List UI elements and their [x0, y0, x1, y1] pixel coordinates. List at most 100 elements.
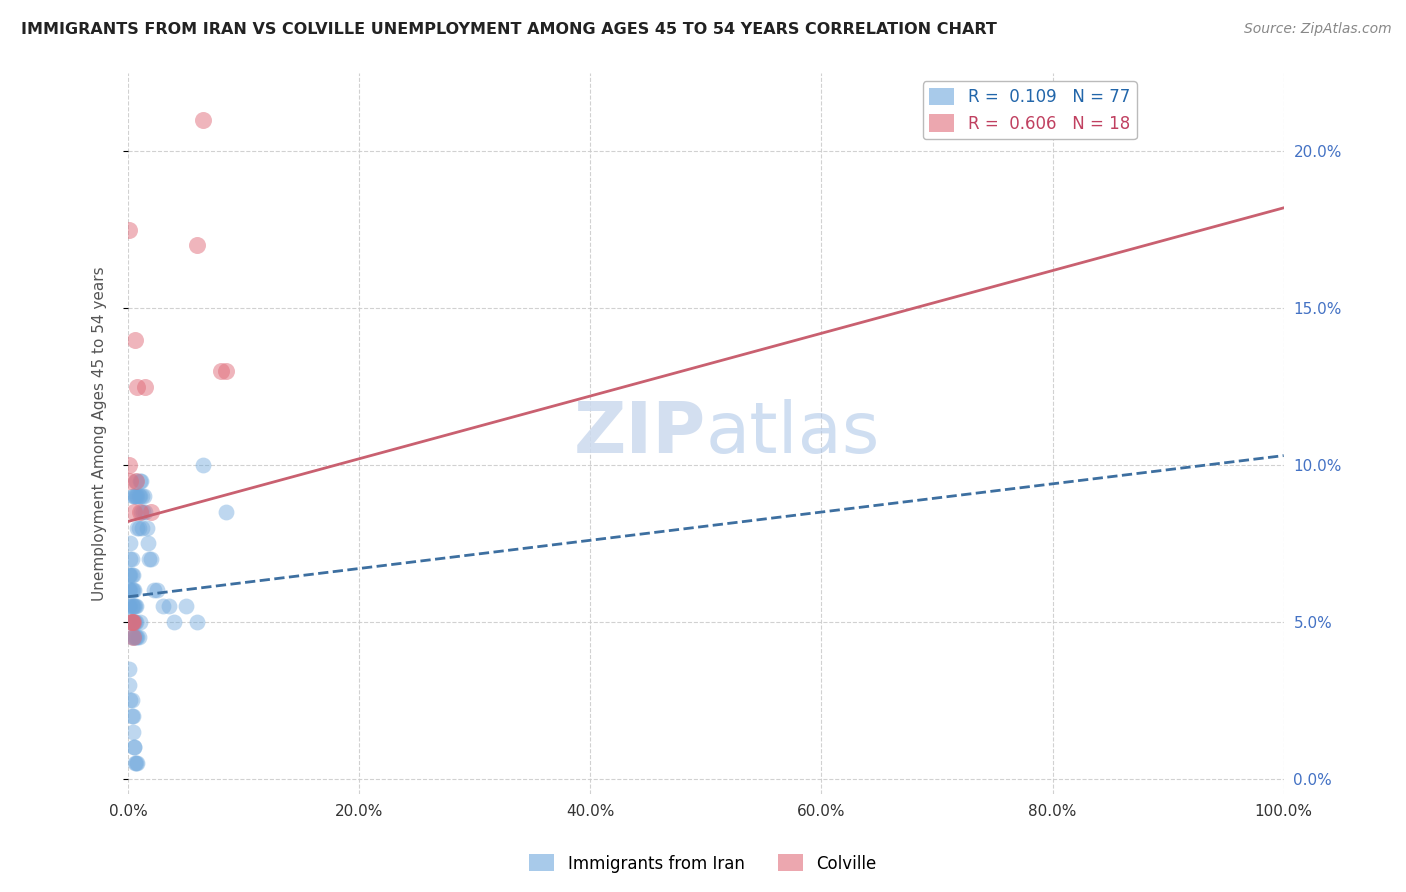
Point: [122, 505, 145, 519]
Point: [128, 474, 150, 488]
Point: [136, 536, 159, 550]
Point: [146, 583, 169, 598]
Point: [127, 756, 149, 770]
Point: [118, 662, 141, 676]
Point: [120, 552, 142, 566]
Point: [141, 505, 163, 519]
Point: [152, 599, 174, 614]
Point: [128, 505, 150, 519]
Point: [124, 631, 146, 645]
Point: [122, 489, 145, 503]
Point: [127, 631, 149, 645]
Point: [134, 489, 156, 503]
Point: [122, 631, 145, 645]
Point: [135, 521, 157, 535]
Point: [121, 599, 143, 614]
Point: [132, 505, 155, 519]
Point: [121, 615, 143, 629]
Point: [121, 567, 143, 582]
Legend: R =  0.109   N = 77, R =  0.606   N = 18: R = 0.109 N = 77, R = 0.606 N = 18: [922, 81, 1136, 139]
Point: [120, 536, 142, 550]
Point: [121, 567, 143, 582]
Point: [125, 756, 148, 770]
Point: [193, 458, 215, 472]
Point: [120, 474, 142, 488]
Point: [215, 505, 238, 519]
Point: [120, 599, 142, 614]
Legend: Immigrants from Iran, Colville: Immigrants from Iran, Colville: [523, 847, 883, 880]
Text: IMMIGRANTS FROM IRAN VS COLVILLE UNEMPLOYMENT AMONG AGES 45 TO 54 YEARS CORRELAT: IMMIGRANTS FROM IRAN VS COLVILLE UNEMPLO…: [21, 22, 997, 37]
Point: [209, 364, 232, 378]
Point: [125, 489, 148, 503]
Point: [118, 583, 141, 598]
Point: [118, 615, 141, 629]
Point: [121, 693, 143, 707]
Point: [157, 599, 180, 614]
Point: [127, 489, 149, 503]
Text: atlas: atlas: [706, 399, 880, 468]
Point: [122, 615, 145, 629]
Point: [121, 724, 143, 739]
Point: [124, 333, 146, 347]
Point: [121, 615, 143, 629]
Point: [128, 631, 150, 645]
Point: [131, 521, 153, 535]
Point: [129, 505, 152, 519]
Point: [215, 364, 238, 378]
Point: [120, 583, 142, 598]
Point: [131, 489, 153, 503]
Point: [127, 379, 149, 393]
Point: [124, 615, 146, 629]
Point: [121, 615, 143, 629]
Point: [174, 599, 197, 614]
Point: [118, 677, 141, 691]
Point: [125, 599, 148, 614]
Point: [121, 631, 143, 645]
Point: [186, 615, 208, 629]
Point: [121, 615, 143, 629]
Point: [124, 599, 146, 614]
Point: [121, 599, 143, 614]
Point: [127, 521, 149, 535]
Point: [120, 693, 142, 707]
Point: [186, 238, 208, 252]
Text: ZIP: ZIP: [574, 399, 706, 468]
Point: [118, 223, 141, 237]
Y-axis label: Unemployment Among Ages 45 to 54 years: Unemployment Among Ages 45 to 54 years: [93, 267, 107, 601]
Point: [125, 631, 148, 645]
Point: [125, 474, 148, 488]
Point: [125, 474, 148, 488]
Point: [134, 505, 156, 519]
Point: [118, 567, 141, 582]
Point: [122, 599, 145, 614]
Point: [142, 583, 165, 598]
Point: [121, 631, 143, 645]
Point: [128, 521, 150, 535]
Point: [122, 740, 145, 755]
Point: [118, 599, 141, 614]
Point: [121, 631, 143, 645]
Point: [120, 567, 142, 582]
Point: [128, 615, 150, 629]
Point: [163, 615, 186, 629]
Point: [121, 489, 143, 503]
Point: [121, 709, 143, 723]
Point: [121, 709, 143, 723]
Point: [120, 615, 142, 629]
Point: [128, 489, 150, 503]
Point: [121, 615, 143, 629]
Point: [124, 756, 146, 770]
Point: [121, 583, 143, 598]
Point: [128, 489, 150, 503]
Point: [134, 379, 156, 393]
Point: [122, 740, 145, 755]
Point: [193, 113, 215, 128]
Point: [122, 583, 145, 598]
Point: [118, 458, 141, 472]
Point: [129, 474, 152, 488]
Point: [141, 552, 163, 566]
Text: Source: ZipAtlas.com: Source: ZipAtlas.com: [1244, 22, 1392, 37]
Point: [121, 583, 143, 598]
Point: [124, 489, 146, 503]
Point: [121, 552, 143, 566]
